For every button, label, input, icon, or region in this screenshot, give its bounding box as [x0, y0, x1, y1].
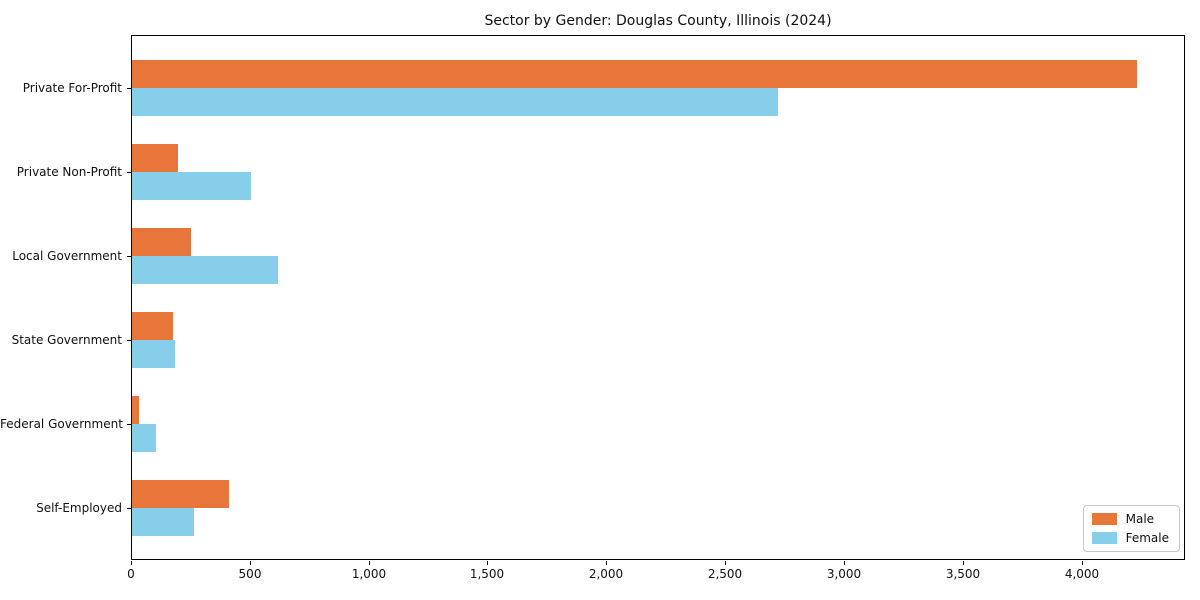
x-tick-label-3500: 3,500	[945, 567, 981, 581]
y-tick-mark-private-non-profit	[127, 172, 131, 173]
x-tick-label-1500: 1,500	[469, 567, 505, 581]
y-tick-mark-federal-government	[127, 424, 131, 425]
bar-female-local-government	[132, 256, 278, 284]
legend-label-female: Female	[1125, 531, 1169, 545]
x-tick-label-1000: 1,000	[351, 567, 387, 581]
y-tick-mark-private-for-profit	[127, 88, 131, 89]
x-tick-label-0: 0	[127, 567, 135, 581]
bar-male-local-government	[132, 228, 191, 256]
y-tick-label-state-government: State Government	[11, 333, 122, 347]
bar-female-state-government	[132, 340, 175, 368]
y-tick-mark-local-government	[127, 256, 131, 257]
x-tick-label-4000: 4,000	[1064, 567, 1100, 581]
x-tick-label-2500: 2,500	[707, 567, 743, 581]
x-tick-label-2000: 2,000	[588, 567, 624, 581]
bar-male-private-for-profit	[132, 60, 1137, 88]
bar-female-federal-government	[132, 424, 156, 452]
y-tick-label-private-for-profit: Private For-Profit	[22, 81, 122, 95]
x-tick-mark-500	[250, 561, 251, 565]
y-tick-label-local-government: Local Government	[12, 249, 122, 263]
x-tick-mark-0	[131, 561, 132, 565]
legend-item-male: Male	[1091, 512, 1169, 526]
legend-swatch-male-icon	[1091, 513, 1117, 525]
x-tick-mark-4000	[1082, 561, 1083, 565]
legend-item-female: Female	[1091, 531, 1169, 545]
bar-female-self-employed	[132, 508, 194, 536]
bar-male-state-government	[132, 312, 173, 340]
legend: Male Female	[1082, 505, 1180, 552]
x-tick-label-500: 500	[238, 567, 262, 581]
legend-swatch-female-icon	[1091, 532, 1117, 544]
x-tick-mark-3500	[963, 561, 964, 565]
bar-male-federal-government	[132, 396, 139, 424]
x-tick-label-3000: 3,000	[826, 567, 862, 581]
bar-female-private-non-profit	[132, 172, 251, 200]
bar-female-private-for-profit	[132, 88, 778, 116]
x-tick-mark-2000	[606, 561, 607, 565]
plot-area: Male Female	[131, 35, 1185, 560]
bar-male-self-employed	[132, 480, 229, 508]
x-tick-mark-2500	[725, 561, 726, 565]
x-tick-mark-3000	[844, 561, 845, 565]
bar-male-private-non-profit	[132, 144, 178, 172]
y-tick-label-federal-government: Federal Government	[0, 417, 123, 431]
y-tick-label-self-employed: Self-Employed	[36, 501, 122, 515]
chart-title: Sector by Gender: Douglas County, Illino…	[484, 13, 832, 29]
y-tick-label-private-non-profit: Private Non-Profit	[16, 165, 122, 179]
x-tick-mark-1500	[487, 561, 488, 565]
y-tick-mark-self-employed	[127, 508, 131, 509]
x-tick-mark-1000	[369, 561, 370, 565]
y-tick-mark-state-government	[127, 340, 131, 341]
legend-label-male: Male	[1125, 512, 1155, 526]
